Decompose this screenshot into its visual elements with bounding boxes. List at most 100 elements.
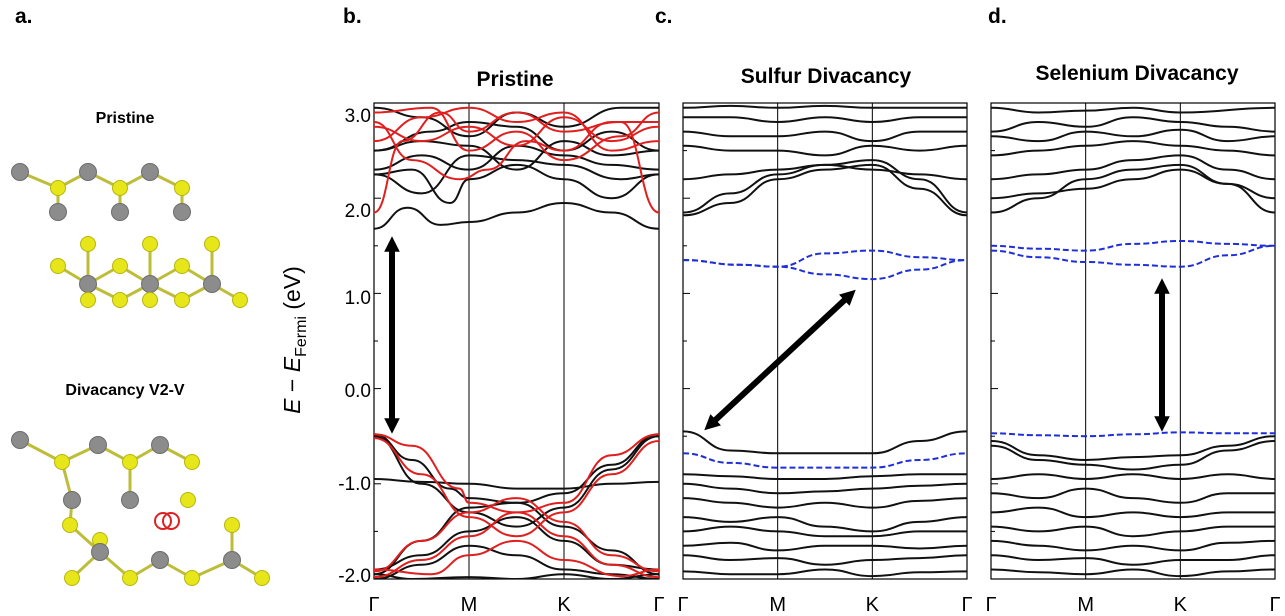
kpoint-label: Γ bbox=[368, 594, 379, 616]
kpoint-label: Γ bbox=[653, 594, 664, 616]
chalcogen-atom bbox=[254, 570, 270, 586]
kpoint-label: Γ bbox=[985, 594, 996, 616]
band-gap-arrow-sulfur bbox=[704, 289, 856, 431]
band-line bbox=[683, 568, 967, 578]
y-tick-label: -1.0 bbox=[338, 474, 371, 495]
chalcogen-atom bbox=[50, 180, 66, 196]
band-line bbox=[374, 437, 659, 538]
chalcogen-atom bbox=[174, 180, 190, 196]
metal-atom bbox=[63, 491, 81, 509]
chalcogen-atom bbox=[80, 292, 96, 308]
chalcogen-atom bbox=[174, 258, 190, 274]
band-line bbox=[991, 106, 1275, 114]
band-line bbox=[374, 544, 659, 579]
chalcogen-atom bbox=[122, 570, 138, 586]
band-line bbox=[991, 487, 1275, 504]
panel-label-b: b. bbox=[343, 5, 362, 28]
metal-atom bbox=[173, 203, 191, 221]
kpoint-label: Γ bbox=[961, 594, 972, 616]
vacancy-marker bbox=[162, 512, 180, 530]
y-tick-label: -2.0 bbox=[338, 566, 371, 587]
band-line bbox=[683, 163, 967, 181]
panel-title-pristine: Pristine bbox=[476, 68, 553, 91]
chalcogen-atom bbox=[204, 236, 220, 252]
band-line bbox=[683, 525, 967, 538]
metal-atom bbox=[91, 543, 109, 561]
metal-atom bbox=[151, 551, 169, 569]
y-label-sub: Fermi bbox=[293, 316, 310, 357]
y-label-minus: − bbox=[279, 372, 305, 398]
metal-atom bbox=[223, 551, 241, 569]
band-line bbox=[683, 482, 967, 495]
band-line bbox=[683, 104, 967, 109]
vacancy-marker bbox=[154, 512, 172, 530]
chalcogen-atom bbox=[112, 258, 128, 274]
band-line bbox=[374, 539, 659, 578]
metal-atom bbox=[89, 436, 107, 454]
band-line bbox=[374, 154, 659, 195]
metal-atom bbox=[151, 436, 169, 454]
chalcogen-atom bbox=[142, 292, 158, 308]
band-line bbox=[991, 128, 1275, 143]
band-line bbox=[683, 163, 967, 217]
band-line bbox=[683, 554, 967, 566]
band-line bbox=[374, 516, 659, 571]
chalcogen-atom bbox=[112, 292, 128, 308]
structure-title-divacancy: Divacancy V2-V bbox=[65, 382, 185, 399]
kpoint-label: M bbox=[461, 594, 478, 616]
panel-label-a: a. bbox=[15, 5, 33, 28]
band-line bbox=[374, 144, 659, 171]
defect-band-line bbox=[991, 239, 1275, 252]
chalcogen-atom bbox=[112, 180, 128, 196]
band-line bbox=[374, 511, 659, 579]
panel-label-c: c. bbox=[655, 5, 673, 28]
chalcogen-atom bbox=[122, 454, 138, 470]
chalcogen-atom bbox=[184, 454, 200, 470]
band-line bbox=[991, 506, 1275, 519]
band-line bbox=[991, 116, 1275, 133]
metal-atom bbox=[49, 203, 67, 221]
defect-band-line bbox=[683, 259, 967, 281]
band-line bbox=[991, 440, 1275, 471]
defect-band-line bbox=[683, 249, 967, 268]
chalcogen-atom bbox=[64, 570, 80, 586]
panel-title-sulfur: Sulfur Divacancy bbox=[741, 65, 912, 88]
band-line bbox=[991, 568, 1275, 578]
y-label-E: E bbox=[279, 398, 305, 414]
band-line bbox=[374, 433, 659, 504]
band-line bbox=[374, 120, 659, 152]
structure-title-pristine: Pristine bbox=[96, 110, 155, 127]
defect-band-line bbox=[991, 431, 1275, 438]
panel-label-d: d. bbox=[988, 5, 1007, 28]
chalcogen-atom bbox=[80, 236, 96, 252]
chalcogen-atom bbox=[50, 258, 66, 274]
metal-atom bbox=[203, 275, 221, 293]
band-line bbox=[991, 554, 1275, 566]
band-line bbox=[683, 130, 967, 143]
band-line bbox=[991, 435, 1275, 462]
band-line bbox=[374, 121, 659, 181]
chalcogen-atom bbox=[62, 517, 78, 533]
kpoint-label: Γ bbox=[1269, 594, 1280, 616]
y-tick-label: 1.0 bbox=[345, 288, 371, 309]
chalcogen-atom bbox=[224, 517, 240, 533]
kpoint-label: M bbox=[1077, 594, 1094, 616]
defect-band-line bbox=[683, 452, 967, 469]
band-line bbox=[683, 473, 967, 480]
panel-title-selenium: Selenium Divacancy bbox=[1035, 62, 1238, 85]
y-tick-label: 0.0 bbox=[345, 381, 371, 402]
metal-atom bbox=[111, 203, 129, 221]
band-line bbox=[683, 144, 967, 157]
metal-atom bbox=[11, 163, 29, 181]
defect-band-line bbox=[991, 244, 1275, 268]
metal-atom bbox=[79, 163, 97, 181]
kpoint-label: K bbox=[557, 594, 571, 616]
band-line bbox=[374, 433, 659, 514]
band-line bbox=[683, 430, 967, 455]
band-line bbox=[683, 159, 967, 214]
pristine-structure bbox=[11, 163, 248, 308]
